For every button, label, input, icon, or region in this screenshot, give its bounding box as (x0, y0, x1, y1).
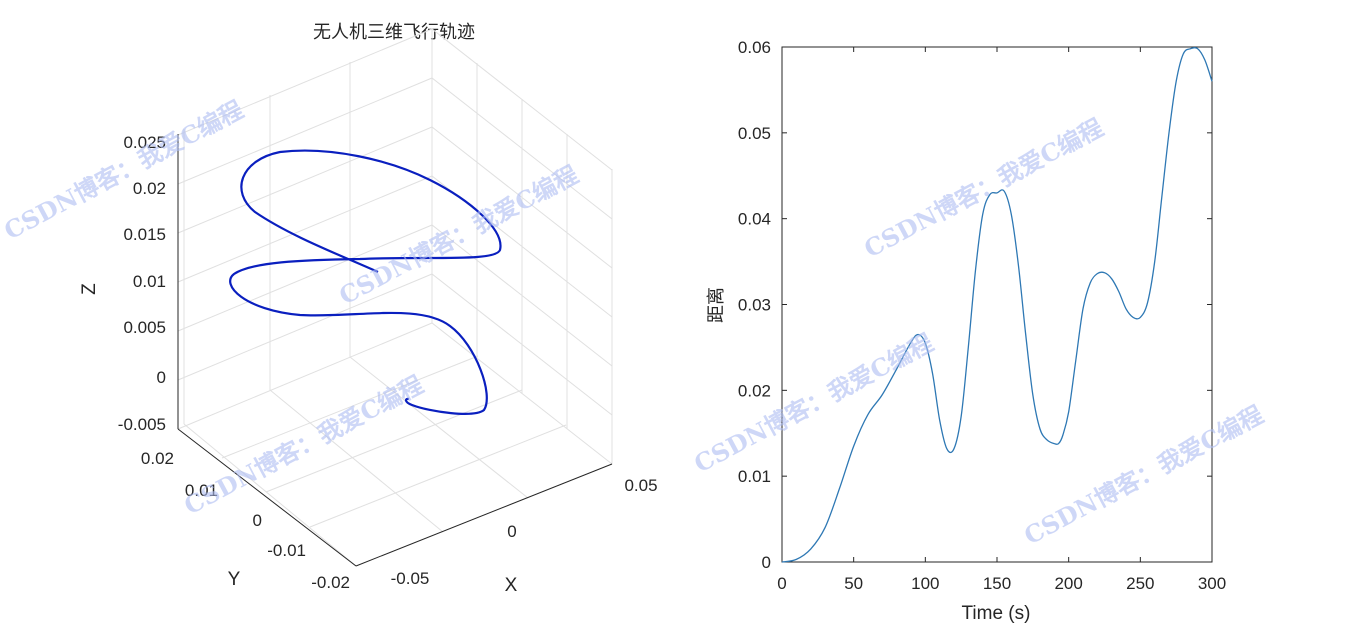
y-tick-label: 0 (762, 553, 771, 572)
grid-line (309, 424, 567, 528)
x-tick-label: 100 (911, 574, 939, 593)
grid-line (349, 356, 529, 499)
grid-line (221, 355, 479, 459)
watermark-text: CSDN博客：我爱C编程 (179, 370, 428, 521)
series-line (781, 47, 1213, 563)
ticks-3d: 0.025 0.02 0.015 0.01 0.005 0 -0.005 0.0… (118, 133, 658, 592)
z-tick-label: 0 (157, 368, 166, 387)
grid-line (177, 175, 613, 318)
x-tick-label: 200 (1054, 574, 1082, 593)
x-tick-label: 300 (1198, 574, 1226, 593)
x-tick-label: 150 (983, 574, 1011, 593)
y-tick-label: 0.01 (738, 467, 771, 486)
x-axis-label: Time (s) (962, 603, 1031, 624)
y-axis-label: 距离 (706, 287, 727, 323)
z-tick-label: 0.02 (133, 179, 166, 198)
y-tick-label: -0.02 (311, 573, 350, 592)
z-tick-label: 0.005 (123, 318, 166, 337)
x-tick-label: 50 (844, 574, 863, 593)
z-axis-label: Z (79, 283, 100, 295)
x-axis-line (355, 463, 613, 567)
y-tick-label: 0.04 (738, 210, 771, 229)
x-tick-label: 0 (507, 522, 516, 541)
grid-line (177, 224, 613, 367)
grid-line (177, 28, 613, 171)
y-axis-label: Y (228, 569, 241, 590)
x-tick-label: 0.05 (624, 476, 657, 495)
y-tick-label: 0.01 (185, 481, 218, 500)
grid-3d (177, 28, 613, 567)
axes-3d (177, 134, 613, 567)
z-tick-label: -0.005 (118, 415, 166, 434)
grid-line (177, 77, 613, 220)
grid-line (183, 423, 357, 567)
y-tick-label: 0.03 (738, 296, 771, 315)
y-tick-label: 0.02 (141, 449, 174, 468)
chart-2d: 0 50 100 150 200 250 300 0 0.01 0.02 0.03 0.04 0.05 0… (706, 38, 1226, 624)
grid-line (269, 389, 444, 533)
watermark-text: CSDN博客：我爱C编程 (334, 160, 583, 311)
chart-3d: 无人机三维飞行轨迹 0.025 0.02 0.015 0.01 0.005 0 … (79, 22, 658, 596)
y-axis-line (177, 428, 357, 567)
chart-3d-title: 无人机三维飞行轨迹 (313, 22, 475, 43)
grid-line (177, 273, 613, 416)
watermark-text: CSDN博客：我爱C编程 (689, 328, 938, 479)
grid-line (177, 126, 613, 269)
x-tick-label: -0.05 (391, 569, 430, 588)
x-tick-label: 0 (777, 574, 786, 593)
y-tick-label: 0 (253, 511, 262, 530)
watermark-text: CSDN博客：我爱C编程 (1019, 400, 1268, 551)
x-axis-label: X (505, 575, 518, 596)
grid-line (177, 322, 613, 465)
y-tick-label: 0.06 (738, 38, 771, 57)
grid-line (265, 389, 523, 493)
x-tick-label: 250 (1126, 574, 1154, 593)
watermark-text: CSDN博客：我爱C编程 (859, 113, 1108, 264)
z-tick-label: 0.025 (123, 133, 166, 152)
y-tick-label: 0.05 (738, 124, 771, 143)
ticks-2d: 0 50 100 150 200 250 300 0 0.01 0.02 0.03 0.04 0.05 0… (738, 38, 1226, 593)
y-tick-label: -0.01 (267, 541, 306, 560)
trajectory-line (229, 149, 502, 415)
z-tick-label: 0.01 (133, 272, 166, 291)
z-tick-label: 0.015 (123, 225, 166, 244)
y-tick-label: 0.02 (738, 381, 771, 400)
